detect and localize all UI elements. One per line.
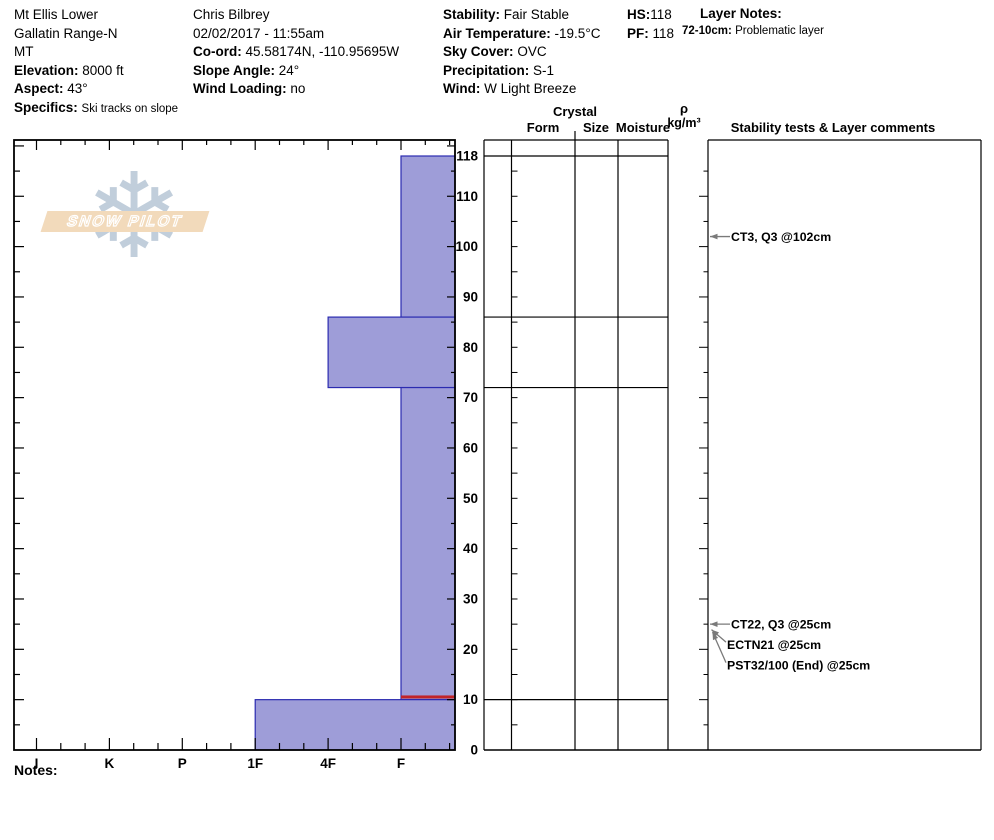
test-arrowhead: [710, 621, 718, 627]
specifics-line: Specifics: Ski tracks on slope: [14, 99, 178, 119]
coord-label: Co-ord:: [193, 44, 242, 59]
coord-line: Co-ord: 45.58174N, -110.95695W: [193, 43, 399, 62]
test-arrowhead: [711, 629, 720, 637]
header-observer-block: Chris Bilbrey 02/02/2017 - 11:55am Co-or…: [193, 6, 399, 99]
precipitation-line: Precipitation: S-1: [443, 62, 600, 81]
stability-test-label: ECTN21 @25cm: [727, 638, 821, 652]
pf-value: 118: [652, 25, 675, 41]
specifics-value: Ski tracks on slope: [81, 102, 179, 115]
stability-line: Stability: Fair Stable: [443, 6, 600, 25]
slope-angle-label: Slope Angle:: [193, 62, 276, 78]
wind-loading-label: Wind Loading:: [193, 81, 287, 96]
sky-cover-value: OVC: [517, 44, 547, 59]
depth-label-20: 20: [463, 642, 478, 657]
state-name: MT: [14, 44, 34, 59]
observation-datetime: 02/02/2017 - 11:55am: [193, 25, 325, 41]
pf-line: PF: 118: [627, 25, 674, 44]
snow-layer-118-86cm: [400, 155, 456, 318]
layer-notes-title: Layer Notes:: [700, 6, 782, 21]
precipitation-label: Precipitation:: [443, 62, 530, 78]
sky-cover-line: Sky Cover: OVC: [443, 43, 600, 62]
elevation-line: Elevation: 8000 ft: [14, 62, 178, 81]
sky-cover-label: Sky Cover:: [443, 44, 514, 59]
depth-label-70: 70: [463, 390, 478, 405]
hs-label: HS:: [627, 7, 651, 22]
test-arrowhead: [712, 632, 719, 641]
stability-label: Stability:: [443, 7, 501, 22]
header-hs-pf-block: HS:118 PF: 118: [627, 6, 674, 43]
hs-line: HS:118: [627, 6, 674, 25]
stability-test-label: CT3, Q3 @102cm: [731, 230, 831, 244]
profile-plot-border: [13, 139, 456, 751]
hardness-label-1F: 1F: [247, 756, 263, 771]
header-conditions-block: Stability: Fair Stable Air Temperature: …: [443, 6, 600, 99]
notes-label: Notes:: [14, 762, 58, 778]
depth-label-100: 100: [455, 239, 478, 254]
depth-label-30: 30: [463, 591, 478, 606]
layer-note-line: 72-10cm: Problematic layer: [682, 25, 824, 37]
wind-label: Wind:: [443, 81, 481, 96]
depth-label-90: 90: [463, 289, 478, 304]
depth-label-118: 118: [456, 149, 478, 164]
wind-loading-line: Wind Loading: no: [193, 80, 399, 99]
air-temp-line: Air Temperature: -19.5°C: [443, 25, 600, 44]
stability-value: Fair Stable: [503, 7, 570, 22]
depth-label-80: 80: [463, 340, 478, 355]
snow-layer-10-0cm: [254, 699, 456, 751]
problematic-layer-line: [401, 695, 455, 699]
air-temp-value: -19.5°C: [554, 25, 601, 41]
layer-note-range: 72-10cm:: [682, 25, 732, 37]
elevation-value: 8000 ft: [82, 62, 124, 78]
air-temp-label: Air Temperature:: [443, 25, 551, 41]
elevation-label: Elevation:: [14, 62, 79, 78]
pit-name: Mt Ellis Lower: [14, 7, 99, 22]
depth-label-0: 0: [470, 743, 478, 758]
slope-angle-value: 24°: [278, 62, 300, 78]
form-column-header: Form: [526, 120, 560, 135]
wind-line: Wind: W Light Breeze: [443, 80, 600, 99]
aspect-value: 43°: [67, 81, 88, 96]
density-units-header: kg/m³: [667, 116, 701, 130]
density-rho-header: ρ: [679, 101, 689, 116]
moisture-column-header: Moisture: [615, 120, 671, 135]
slope-angle-line: Slope Angle: 24°: [193, 62, 399, 81]
hardness-label-P: P: [178, 756, 187, 771]
depth-label-10: 10: [463, 692, 478, 707]
hardness-label-4F: 4F: [320, 756, 336, 771]
snow-layer-72-10cm: [400, 386, 456, 701]
stability-tests-column-header: Stability tests & Layer comments: [730, 120, 936, 135]
observer-name: Chris Bilbrey: [193, 7, 270, 22]
header-location-block: Mt Ellis Lower Gallatin Range-N MT Eleva…: [14, 6, 178, 118]
aspect-line: Aspect: 43°: [14, 80, 178, 99]
hardness-label-F: F: [397, 756, 405, 771]
precipitation-value: S-1: [533, 62, 555, 78]
hardness-label-I: I: [35, 756, 39, 771]
layer-note-text: Problematic layer: [735, 25, 824, 37]
depth-label-110: 110: [456, 189, 478, 204]
wind-value: W Light Breeze: [484, 81, 577, 96]
hs-value: 118: [650, 7, 672, 22]
depth-label-60: 60: [463, 440, 478, 455]
depth-label-40: 40: [463, 541, 478, 556]
range-name: Gallatin Range-N: [14, 25, 118, 41]
pf-label: PF:: [627, 25, 649, 41]
coord-value: 45.58174N, -110.95695W: [245, 44, 400, 59]
stability-test-label: CT22, Q3 @25cm: [731, 618, 831, 632]
depth-label-50: 50: [463, 491, 478, 506]
aspect-label: Aspect:: [14, 81, 64, 96]
crystal-column-header: Crystal: [552, 104, 598, 119]
size-column-header: Size: [582, 120, 609, 135]
snow-layer-86-72cm: [327, 316, 456, 389]
wind-loading-value: no: [290, 81, 306, 96]
specifics-label: Specifics:: [14, 99, 78, 115]
test-arrowhead: [710, 233, 718, 240]
stability-test-label: PST32/100 (End) @25cm: [727, 659, 870, 673]
hardness-label-K: K: [105, 756, 115, 771]
